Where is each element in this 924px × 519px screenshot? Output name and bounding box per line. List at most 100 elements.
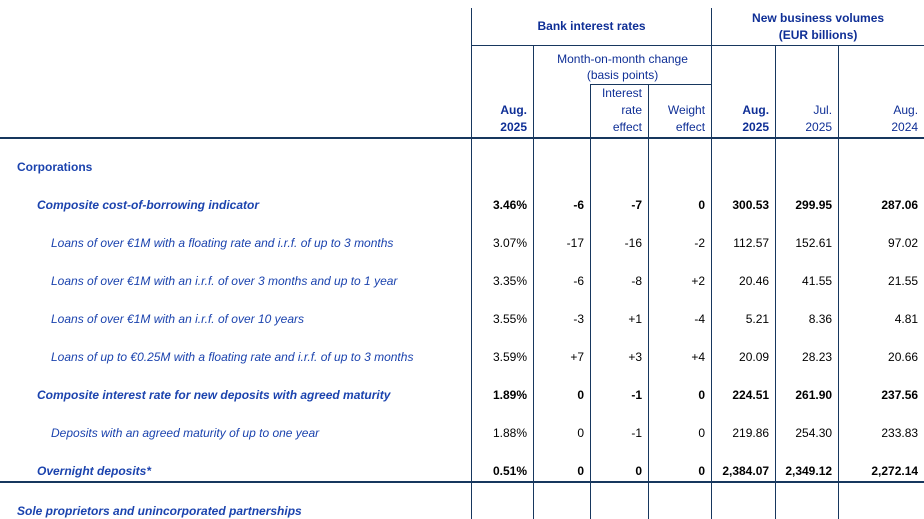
- volume-aug-2024: 237.56: [838, 367, 924, 406]
- volume-aug-2025: 20.09: [711, 329, 775, 368]
- volume-aug-2025-header: Aug. 2025: [711, 46, 776, 140]
- weight-effect-value: [648, 139, 711, 178]
- row-label: Sole proprietors and unincorporated part…: [17, 504, 302, 519]
- rate-value: 3.46%: [471, 177, 533, 216]
- volume-aug-2025: 5.21: [711, 291, 775, 330]
- weight-effect-value: -2: [648, 215, 711, 254]
- volume-aug-2024: 21.55: [838, 253, 924, 292]
- new-business-volumes-header: New business volumes (EUR billions): [711, 8, 924, 46]
- weight-effect-header: Weight effect: [648, 84, 712, 140]
- volume-aug-2025: 2,384.07: [711, 443, 776, 484]
- volume-jul-2025: [775, 483, 838, 519]
- volume-aug-2025: 20.46: [711, 253, 775, 292]
- rate-value: 3.35%: [471, 253, 533, 292]
- table-row: Corporations: [0, 139, 924, 178]
- table-row: Loans of over €1M with an i.r.f. of over…: [0, 291, 924, 330]
- interest-rate-effect-value: [590, 483, 648, 519]
- table-row: Composite cost-of-borrowing indicator 3.…: [0, 177, 924, 216]
- row-label: Loans of over €1M with a floating rate a…: [51, 236, 394, 251]
- mom-change-value: [533, 483, 590, 519]
- volume-aug-2025: 112.57: [711, 215, 775, 254]
- volume-aug-2024-header: Aug. 2024: [838, 46, 924, 140]
- interest-rate-effect-value: -1: [590, 367, 648, 406]
- volume-jul-2025: 254.30: [775, 405, 838, 444]
- volume-aug-2025: 224.51: [711, 367, 775, 406]
- empty-mom-cell: [533, 84, 590, 140]
- volume-jul-2025: 41.55: [775, 253, 838, 292]
- volume-aug-2024: [838, 139, 924, 178]
- row-label: Loans of up to €0.25M with a floating ra…: [51, 350, 414, 365]
- row-label: Overnight deposits*: [0, 443, 471, 484]
- mom-change-value: 0: [533, 367, 590, 406]
- table-row: Loans of over €1M with an i.r.f. of over…: [0, 253, 924, 292]
- header-effects-row: Interest rate effect Weight effect: [0, 84, 924, 140]
- volume-jul-2025: [775, 139, 838, 178]
- weight-effect-value: +4: [648, 329, 711, 368]
- rate-value: 1.88%: [471, 405, 533, 444]
- weight-effect-value: 0: [648, 443, 712, 484]
- rate-value: 3.59%: [471, 329, 533, 368]
- interest-rate-effect-header: Interest rate effect: [590, 84, 648, 140]
- interest-rate-effect-value: -7: [590, 177, 648, 216]
- empty-corner-cell: [0, 8, 471, 46]
- rate-value: 0.51%: [471, 443, 533, 484]
- volume-aug-2025: 219.86: [711, 405, 775, 444]
- rate-value: 3.55%: [471, 291, 533, 330]
- volume-aug-2024: 2,272.14: [838, 443, 924, 484]
- weight-effect-value: -4: [648, 291, 711, 330]
- weight-effect-value: 0: [648, 367, 711, 406]
- volume-aug-2024: [838, 483, 924, 519]
- table-row: Loans of up to €0.25M with a floating ra…: [0, 329, 924, 368]
- volume-aug-2024: 20.66: [838, 329, 924, 368]
- volume-jul-2025-header: Jul. 2025: [775, 46, 839, 140]
- row-label: Composite cost-of-borrowing indicator: [37, 198, 259, 213]
- mom-change-value: 0: [533, 443, 590, 484]
- rate-value: [471, 139, 533, 178]
- volume-aug-2025: 300.53: [711, 177, 775, 216]
- volume-aug-2025: [711, 483, 775, 519]
- row-label: Loans of over €1M with an i.r.f. of over…: [51, 312, 305, 327]
- interest-rate-effect-value: +1: [590, 291, 648, 330]
- bank-interest-rates-header: Bank interest rates: [471, 8, 712, 46]
- weight-effect-value: [648, 483, 711, 519]
- row-label: Composite interest rate for new deposits…: [37, 388, 391, 403]
- interest-rate-effect-value: -16: [590, 215, 648, 254]
- table-row: Overnight deposits* 0.51% 0 0 0 2,384.07…: [0, 443, 924, 484]
- interest-rate-effect-value: [590, 139, 648, 178]
- empty-cell: [0, 84, 471, 140]
- empty-cell: [0, 46, 471, 84]
- header-subgroup-row: Aug. 2025 Month-on-month change (basis p…: [0, 46, 924, 140]
- interest-rate-effect-value: -1: [590, 405, 648, 444]
- mom-change-value: -3: [533, 291, 590, 330]
- weight-effect-value: 0: [648, 177, 711, 216]
- weight-effect-value: +2: [648, 253, 711, 292]
- volume-jul-2025: 2,349.12: [775, 443, 839, 484]
- volume-jul-2025: 261.90: [775, 367, 838, 406]
- interest-rate-effect-value: -8: [590, 253, 648, 292]
- mom-change-value: -6: [533, 177, 590, 216]
- rate-value: 3.07%: [471, 215, 533, 254]
- rate-aug-2025-header: Aug. 2025: [471, 46, 533, 140]
- table-row: Composite interest rate for new deposits…: [0, 367, 924, 406]
- interest-rate-effect-value: 0: [590, 443, 648, 484]
- interest-rate-effect-value: +3: [590, 329, 648, 368]
- volume-jul-2025: 299.95: [775, 177, 838, 216]
- row-label: Deposits with an agreed maturity of up t…: [51, 426, 320, 441]
- weight-effect-value: 0: [648, 405, 711, 444]
- volume-jul-2025: 28.23: [775, 329, 838, 368]
- row-label: Loans of over €1M with an i.r.f. of over…: [51, 274, 398, 289]
- volume-aug-2024: 97.02: [838, 215, 924, 254]
- volume-jul-2025: 8.36: [775, 291, 838, 330]
- volume-aug-2024: 287.06: [838, 177, 924, 216]
- table-row: Deposits with an agreed maturity of up t…: [0, 405, 924, 444]
- month-on-month-change-header: Month-on-month change (basis points): [533, 46, 711, 84]
- volume-aug-2025: [711, 139, 775, 178]
- mom-change-value: [533, 139, 590, 178]
- row-label: Corporations: [17, 160, 93, 175]
- header-group-row: Bank interest rates New business volumes…: [0, 8, 924, 46]
- volume-aug-2024: 4.81: [838, 291, 924, 330]
- volume-jul-2025: 152.61: [775, 215, 838, 254]
- mom-change-value: +7: [533, 329, 590, 368]
- table-row: Loans of over €1M with a floating rate a…: [0, 215, 924, 254]
